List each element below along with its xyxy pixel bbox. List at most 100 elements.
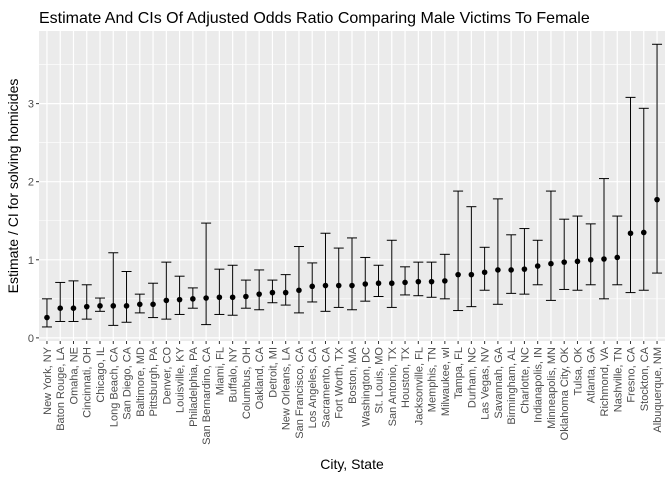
error-bar — [333, 247, 344, 308]
x-tick-label: Sacramento, CA — [320, 346, 332, 427]
estimate-point — [481, 269, 488, 276]
error-bar — [81, 284, 92, 320]
x-tick-label: San Bernardino, CA — [201, 346, 213, 444]
estimate-point — [243, 293, 249, 300]
estimate-point — [203, 295, 209, 301]
x-tick-label: Pittsburgh, PA — [148, 346, 160, 416]
estimate-point — [402, 279, 408, 286]
error-bar — [638, 107, 649, 291]
x-tick-label: Oklahoma City, OK — [559, 346, 571, 440]
error-bar — [625, 96, 636, 294]
x-tick-label: Houston, TX — [400, 346, 412, 408]
estimate-point — [561, 259, 568, 265]
error-bar — [598, 178, 609, 300]
x-tick-label: Los Angeles, CA — [307, 346, 319, 428]
x-tick-label: Long Beach, CA — [108, 346, 120, 427]
estimate-point — [335, 282, 342, 289]
x-tick-label: Tulsa, OK — [572, 346, 584, 395]
x-tick-label: Milwaukee, wI — [440, 347, 452, 416]
error-bar — [121, 271, 132, 323]
x-tick-label: Savannah, GA — [493, 346, 505, 418]
estimate-point — [627, 230, 634, 237]
y-tick-label: 3 — [28, 99, 34, 111]
x-tick-label: Fort Worth, TX — [334, 346, 346, 418]
estimate-point — [521, 266, 528, 272]
estimate-point — [123, 303, 130, 309]
error-bar — [293, 246, 304, 314]
estimate-point — [322, 282, 329, 289]
error-bar — [479, 246, 490, 291]
error-bar — [559, 218, 570, 290]
error-bar — [652, 43, 663, 274]
chart-title: Estimate And CIs Of Adjusted Odds Ratio … — [39, 10, 590, 27]
x-tick-label: Louisville, KY — [175, 346, 187, 413]
x-tick-label: Baton Rouge, LA — [55, 346, 67, 430]
estimate-point — [640, 229, 647, 236]
error-bar — [108, 252, 119, 326]
x-tick-label: Miami, FL — [214, 347, 226, 395]
error-bar — [360, 256, 371, 302]
error-bars — [41, 43, 663, 328]
estimate-point — [415, 278, 422, 285]
estimate-point — [269, 289, 276, 296]
x-tick-label: Baltimore, MD — [135, 347, 147, 417]
estimate-point — [256, 291, 262, 297]
x-tick-label: Philadelphia, PA — [188, 346, 200, 427]
error-bar — [307, 262, 318, 303]
error-bar — [41, 298, 52, 328]
y-tick-label: 0 — [28, 333, 34, 345]
x-tick-label: San Diego, CA — [122, 346, 134, 419]
error-bar — [201, 222, 212, 326]
x-tick-label: Memphis, TN — [427, 347, 439, 412]
estimate-point — [282, 289, 289, 296]
x-tick-label: Boston, MA — [347, 346, 359, 404]
error-bar — [161, 261, 172, 320]
error-bar — [174, 275, 185, 315]
estimate-point — [495, 267, 501, 273]
estimate-point — [57, 305, 64, 312]
estimate-point — [44, 314, 50, 321]
estimate-point — [388, 280, 395, 287]
error-bar — [612, 215, 623, 286]
x-tick-label: Buffalo, NY — [228, 346, 240, 402]
estimate-point — [455, 271, 461, 278]
error-bar — [55, 281, 66, 322]
error-bar — [585, 223, 596, 286]
x-tick-label: Las Vegas, NV — [480, 346, 492, 419]
estimate-point — [309, 283, 316, 290]
estimate-point — [216, 294, 223, 301]
error-bar — [347, 237, 357, 311]
x-tick-label: New York, NY — [42, 346, 54, 415]
error-bar — [492, 198, 503, 305]
estimate-point — [534, 263, 541, 269]
y-axis-title: Estimate / CI for solving homicides — [5, 79, 21, 294]
error-bar — [214, 268, 225, 315]
estimate-point — [229, 294, 236, 301]
error-bar — [532, 239, 543, 286]
estimate-point — [468, 271, 475, 278]
estimate-point — [176, 296, 183, 303]
y-tick-label: 1 — [28, 255, 34, 267]
x-tick-label: Denver, CO — [161, 347, 173, 405]
x-tick-label: Indianapolis, IN — [533, 347, 545, 423]
estimate-point — [163, 297, 170, 304]
estimate-point — [654, 196, 660, 203]
estimate-point — [190, 296, 196, 302]
error-bar — [545, 190, 556, 301]
error-bar — [506, 234, 517, 294]
x-tick-label: Albuquerque, NM — [652, 347, 664, 433]
y-axis: 0 1 2 3 — [28, 99, 39, 345]
error-bar — [453, 190, 464, 312]
x-tick-label: Tampa, FL — [453, 347, 465, 399]
error-bar — [254, 269, 265, 311]
y-tick-label: 2 — [28, 177, 34, 189]
estimate-point — [442, 278, 448, 284]
estimate-point — [97, 303, 103, 309]
x-tick-label: Stockton, CA — [639, 346, 651, 411]
error-bar — [466, 206, 477, 308]
error-bar — [519, 228, 530, 295]
estimate-point — [428, 278, 435, 285]
error-bar — [227, 264, 238, 316]
x-tick-label: San Francisco, CA — [294, 346, 306, 438]
